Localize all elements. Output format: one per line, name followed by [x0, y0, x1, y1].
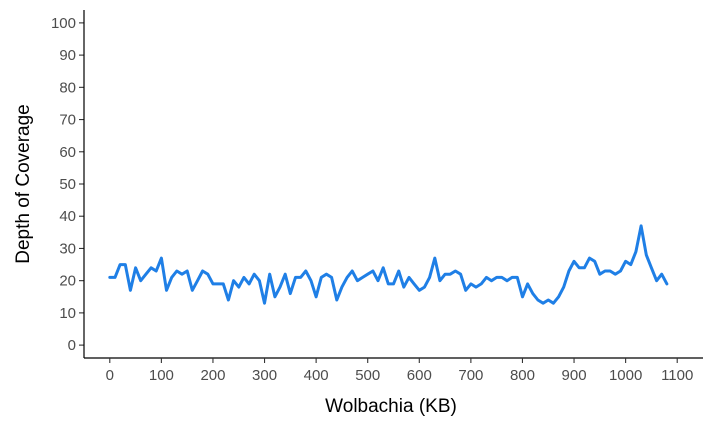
y-tick-label: 0: [68, 337, 76, 354]
x-tick-label: 400: [304, 367, 329, 384]
coverage-series-line: [108, 224, 669, 305]
y-axis-ticks: [79, 22, 84, 346]
x-axis-ticks: [109, 358, 678, 363]
y-tick-label: 50: [59, 176, 76, 193]
x-tick-label: 1000: [609, 367, 642, 384]
y-tick-label: 100: [51, 15, 76, 32]
x-tick-labels: 0 100 200 300 400 500 600 700 800 900 1000 1100: [106, 367, 694, 384]
x-tick-label: 800: [510, 367, 535, 384]
x-tick-label: 600: [407, 367, 432, 384]
x-tick-label: 100: [149, 367, 174, 384]
x-axis-title: Wolbachia (KB): [325, 396, 457, 417]
y-tick-label: 70: [59, 112, 76, 129]
x-tick-label: 500: [355, 367, 380, 384]
y-tick-label: 90: [59, 47, 76, 64]
x-tick-label: 700: [458, 367, 483, 384]
x-tick-label: 200: [200, 367, 225, 384]
y-tick-label: 60: [59, 144, 76, 161]
x-tick-label: 300: [252, 367, 277, 384]
y-axis-title: Depth of Coverage: [13, 104, 34, 264]
x-tick-label: 900: [562, 367, 587, 384]
y-tick-label: 30: [59, 240, 76, 257]
y-tick-label: 10: [59, 305, 76, 322]
x-tick-label: 1100: [661, 367, 693, 384]
x-tick-label: 0: [106, 367, 114, 384]
y-tick-labels: 0 10 20 30 40 50 60 70 80 90 100: [51, 15, 76, 354]
y-tick-label: 80: [59, 79, 76, 96]
y-tick-label: 20: [59, 273, 76, 290]
y-tick-label: 40: [59, 208, 76, 225]
